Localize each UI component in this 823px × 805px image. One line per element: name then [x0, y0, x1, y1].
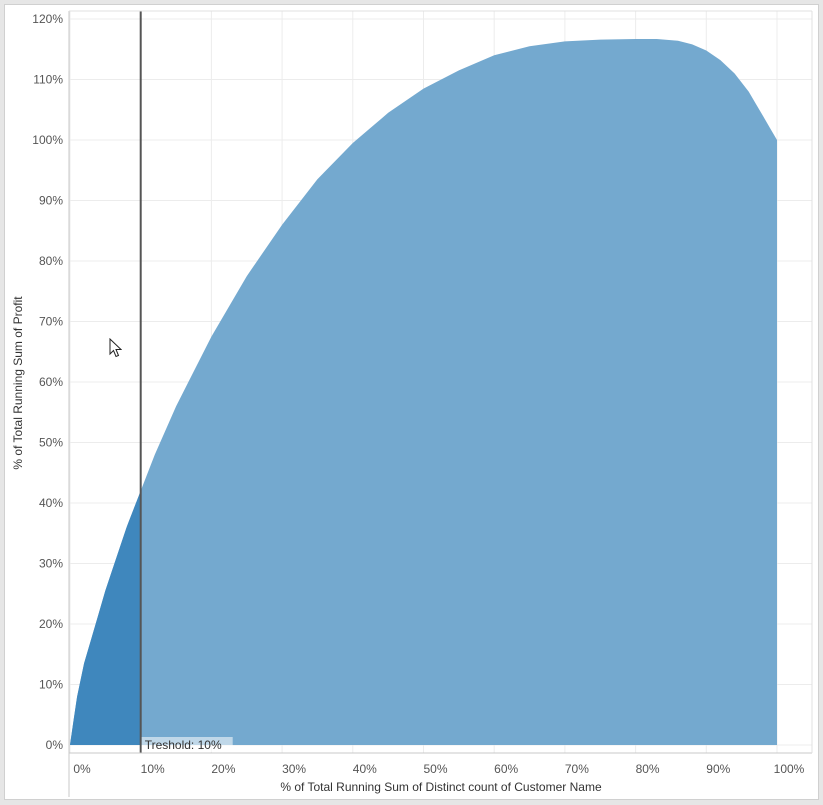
y-tick-label: 90%: [39, 194, 63, 208]
chart: 0% 10% 20% 30% 40% 50% 60% 70% 80% 90% 100% 110% 120…: [11, 10, 813, 797]
x-tick-label: 20%: [211, 762, 235, 776]
x-tick-label: 80%: [636, 762, 660, 776]
axes: [68, 10, 813, 797]
x-tick-label: 60%: [494, 762, 518, 776]
y-tick-label: 10%: [39, 678, 63, 692]
y-tick-label: 40%: [39, 496, 63, 510]
x-tick-label: 30%: [282, 762, 306, 776]
x-tick-label: 0%: [73, 762, 91, 776]
x-axis-ticks: 0% 10% 20% 30% 40% 50% 60% 70% 80% 90% 100%: [73, 762, 804, 776]
y-tick-label: 30%: [39, 557, 63, 571]
reference-label-background: [141, 737, 233, 752]
mouse-cursor-icon: [109, 337, 123, 358]
y-tick-label: 20%: [39, 617, 63, 631]
x-tick-label: 100%: [774, 762, 805, 776]
y-tick-label: 120%: [32, 12, 63, 26]
x-tick-label: 70%: [565, 762, 589, 776]
x-tick-label: 10%: [141, 762, 165, 776]
y-tick-label: 110%: [33, 73, 63, 87]
y-tick-label: 100%: [32, 133, 63, 147]
x-tick-label: 50%: [423, 762, 447, 776]
y-axis-ticks: 0% 10% 20% 30% 40% 50% 60% 70% 80% 90% 100% 110% 120…: [32, 12, 63, 752]
x-tick-label: 40%: [353, 762, 377, 776]
y-tick-label: 60%: [39, 375, 63, 389]
reference-label: Treshold: 10%: [145, 738, 222, 752]
y-axis-title: % of Total Running Sum of Profit: [11, 296, 25, 470]
area-highlight-threshold[interactable]: [70, 490, 141, 745]
y-tick-label: 70%: [39, 315, 63, 329]
area-series[interactable]: [70, 39, 777, 745]
y-tick-label: 0%: [46, 738, 64, 752]
y-tick-label: 80%: [39, 254, 63, 268]
x-axis-title: % of Total Running Sum of Distinct count…: [280, 780, 602, 794]
x-tick-label: 90%: [706, 762, 730, 776]
chart-frame: 0% 10% 20% 30% 40% 50% 60% 70% 80% 90% 100% 110% 120…: [4, 4, 819, 800]
y-tick-label: 50%: [39, 436, 63, 450]
